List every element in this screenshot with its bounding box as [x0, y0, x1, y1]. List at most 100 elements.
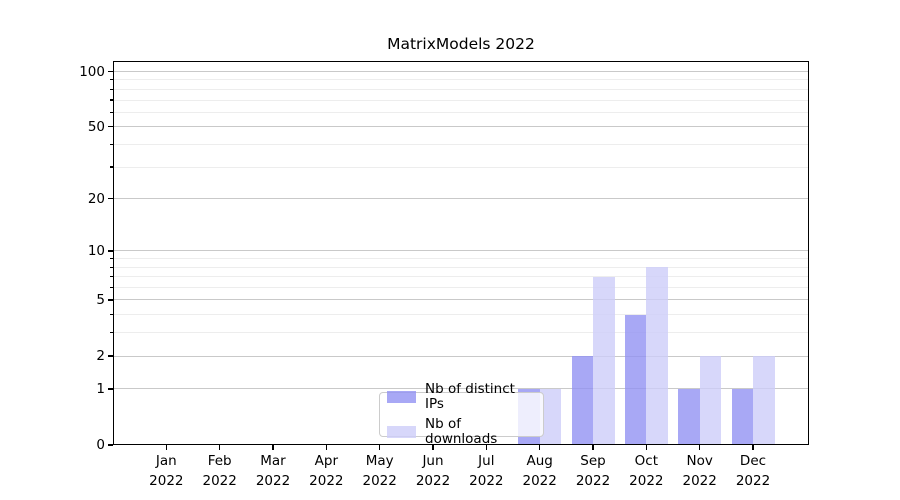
minor-gridline — [113, 287, 809, 289]
minor-gridline — [113, 276, 809, 278]
y-tick-label: 100 — [79, 63, 105, 80]
x-tick-year: 2022 — [255, 472, 291, 489]
y-minor-tick — [110, 99, 113, 101]
x-tick — [432, 445, 434, 450]
x-tick — [165, 445, 168, 450]
x-tick-label: Jan 2022 — [149, 452, 183, 491]
x-tick-year: 2022 — [362, 472, 397, 489]
x-tick — [378, 445, 381, 450]
bar-distinct-ips — [571, 356, 593, 445]
bars — [113, 61, 809, 445]
minor-gridline — [113, 258, 809, 260]
minor-gridline — [113, 99, 809, 101]
y-minor-tick — [110, 332, 113, 334]
minor-gridline — [113, 332, 809, 334]
legend-swatch-distinct-ips — [387, 391, 416, 403]
y-minor-tick — [110, 258, 113, 260]
minor-gridline — [113, 314, 809, 316]
bar-distinct-ips — [624, 314, 647, 445]
x-tick-label: Dec 2022 — [736, 452, 770, 491]
x-tick-month: Feb — [207, 453, 232, 469]
y-minor-tick — [110, 266, 113, 268]
minor-gridline — [113, 266, 809, 268]
y-tick — [108, 250, 113, 252]
x-tick-month: Aug — [526, 453, 553, 469]
x-tick-year: 2022 — [309, 472, 344, 489]
x-tick-label: Jun 2022 — [416, 452, 450, 491]
x-tick-month: Dec — [739, 453, 767, 469]
x-tick-year: 2022 — [682, 472, 717, 489]
y-minor-tick — [110, 314, 113, 316]
x-tick-label: Apr 2022 — [309, 452, 343, 491]
x-tick-label: Aug 2022 — [522, 452, 556, 491]
minor-gridline — [113, 166, 809, 168]
bar-downloads — [699, 356, 722, 445]
major-gridline — [113, 126, 809, 128]
major-gridline — [113, 388, 809, 390]
x-tick-year: 2022 — [735, 472, 771, 489]
y-tick-label: 0 — [96, 437, 105, 453]
bar-distinct-ips — [731, 388, 753, 445]
x-tick — [698, 445, 701, 450]
y-tick — [108, 126, 113, 128]
chart-title: MatrixModels 2022 — [387, 35, 535, 53]
minor-gridline — [113, 79, 809, 81]
major-gridline — [113, 198, 809, 200]
x-tick-label: Oct 2022 — [629, 452, 663, 491]
gridlines — [113, 61, 809, 445]
y-minor-tick — [110, 111, 113, 113]
y-minor-tick — [110, 276, 113, 278]
x-tick-year: 2022 — [149, 472, 184, 489]
bar-downloads — [593, 276, 615, 445]
x-tick-year: 2022 — [522, 472, 557, 489]
y-tick-label: 50 — [87, 118, 105, 135]
major-gridline — [113, 355, 809, 357]
x-tick — [485, 445, 488, 450]
x-tick — [272, 445, 274, 450]
x-tick-year: 2022 — [415, 472, 451, 489]
y-tick-label: 1 — [96, 380, 105, 397]
y-minor-tick — [110, 79, 113, 81]
plot-area — [113, 61, 809, 445]
minor-gridline — [113, 143, 809, 145]
bar-downloads — [753, 356, 775, 445]
x-tick-month: Nov — [686, 453, 713, 469]
x-tick-month: Apr — [314, 453, 339, 469]
x-tick-year: 2022 — [202, 472, 237, 489]
x-tick-month: Jun — [422, 453, 444, 469]
y-minor-tick — [110, 166, 113, 168]
x-tick — [538, 445, 541, 450]
y-tick-label: 5 — [96, 291, 105, 308]
bar-distinct-ips — [678, 388, 700, 445]
y-tick — [108, 299, 113, 301]
legend: Nb of distinct IPs Nb of downloads — [379, 382, 544, 447]
x-tick — [645, 445, 648, 450]
legend-label-distinct-ips: Nb of distinct IPs — [425, 381, 515, 412]
bar-downloads — [646, 267, 668, 445]
major-gridline — [113, 250, 809, 252]
x-tick-label: Jul 2022 — [469, 452, 503, 491]
y-tick-label: 2 — [96, 348, 105, 365]
y-tick — [108, 355, 113, 357]
x-tick-label: Mar 2022 — [256, 452, 290, 491]
y-tick — [108, 197, 113, 200]
major-gridline — [113, 71, 809, 72]
y-minor-tick — [110, 143, 113, 145]
x-tick-label: Nov 2022 — [682, 452, 716, 491]
x-tick-month: May — [365, 453, 394, 469]
y-tick-label: 10 — [87, 242, 105, 259]
x-tick-year: 2022 — [575, 472, 611, 489]
x-tick-month: Mar — [260, 453, 286, 469]
minor-gridline — [113, 88, 809, 90]
minor-gridline — [113, 111, 809, 113]
x-tick-month: Jan — [155, 453, 177, 469]
x-tick-label: May 2022 — [362, 452, 396, 491]
legend-label-downloads: Nb of downloads — [425, 416, 498, 447]
x-tick-label: Sep 2022 — [576, 452, 610, 491]
x-tick-month: Sep — [580, 453, 606, 469]
bar-downloads — [539, 388, 562, 445]
x-tick — [752, 445, 754, 450]
y-minor-tick — [110, 88, 113, 90]
x-tick-label: Feb 2022 — [202, 452, 236, 491]
